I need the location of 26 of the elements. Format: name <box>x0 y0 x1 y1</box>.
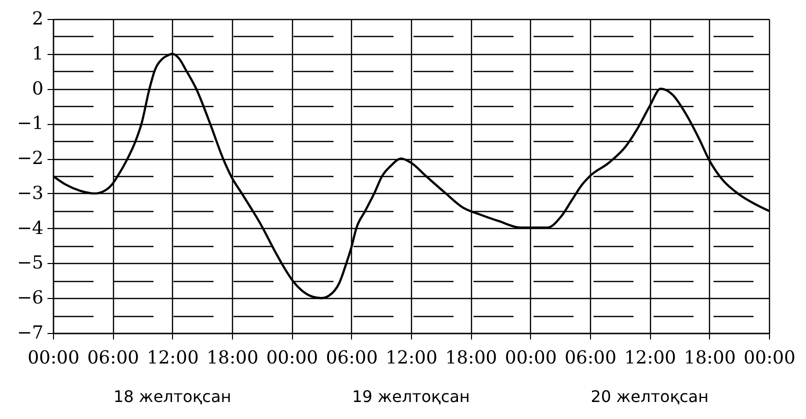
y-tick-label: −1 <box>16 113 44 134</box>
x-tick-label: 18:00 <box>684 348 736 368</box>
x-tick-label: 00:00 <box>504 348 557 368</box>
y-tick-label: 2 <box>32 8 44 30</box>
y-tick-label: −3 <box>16 182 44 204</box>
text: 20 желтоқсан <box>590 387 709 406</box>
x-tick-label: 18:00 <box>445 348 498 368</box>
y-tick-label: −2 <box>16 148 44 170</box>
text: 19 желтоқсан <box>352 387 470 406</box>
x-tick-label: 18:00 <box>206 348 258 368</box>
y-tick-label: 0 <box>32 78 44 100</box>
y-tick-label: −4 <box>16 218 44 239</box>
y-tick-label: −6 <box>16 288 44 309</box>
x-tick-label: 00:00 <box>744 348 796 368</box>
y-tick-label: 1 <box>32 43 44 64</box>
x-tick-label: 12:00 <box>386 348 438 368</box>
x-tick-label: 00:00 <box>266 348 318 368</box>
x-tick-label: 12:00 <box>146 348 199 368</box>
x-tick-label: 12:00 <box>624 348 676 368</box>
y-tick-label: −5 <box>16 252 44 274</box>
x-tick-label: 06:00 <box>87 348 140 368</box>
x-tick-label: 00:00 <box>28 348 80 368</box>
x-tick-label: 06:00 <box>326 348 378 368</box>
text: 18 желтоқсан <box>113 387 232 406</box>
x-tick-label: 06:00 <box>564 348 616 368</box>
y-tick-label: −7 <box>16 322 44 344</box>
